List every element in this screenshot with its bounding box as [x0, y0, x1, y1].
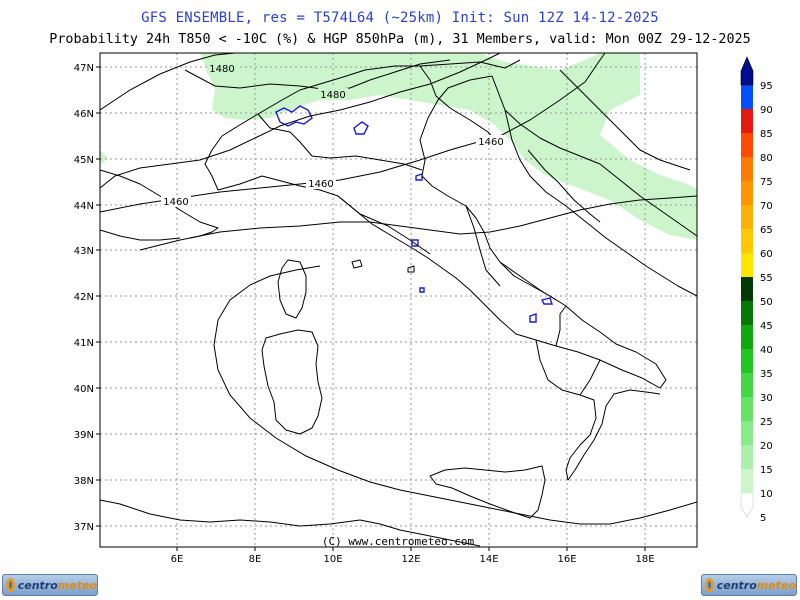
scale-label: 80: [760, 153, 773, 164]
latitude-labels: 47N 46N 45N 44N 43N 42N 41N 40N 39N 38N …: [74, 63, 94, 533]
lon-label: 10E: [323, 554, 342, 565]
globe-icon: [705, 578, 714, 592]
scale-label: 15: [760, 465, 773, 476]
scale-swatch: [741, 205, 753, 229]
scale-label: 55: [760, 273, 773, 284]
scale-swatch: [740, 56, 754, 86]
scale-label: 40: [760, 345, 773, 356]
centrometeo-logo-left[interactable]: centrometeo: [2, 574, 98, 596]
scale-label: 75: [760, 177, 773, 188]
scale-swatch: [741, 181, 753, 205]
scale-swatch: [741, 109, 753, 133]
probability-color-scale: 5 10 15 20 25 30 35 40 45 50 55 60 65 70 75 80 85 90 95: [740, 56, 773, 524]
lat-label: 38N: [74, 476, 94, 487]
contour-label: 1460: [478, 137, 503, 148]
scale-label: 90: [760, 105, 773, 116]
scale-swatch: [741, 253, 753, 277]
scale-label: 10: [760, 489, 773, 500]
scale-swatch: [741, 349, 753, 373]
map-frame: [99, 52, 698, 548]
scale-label: 60: [760, 249, 773, 260]
scale-swatch: [741, 277, 753, 301]
lat-label: 39N: [74, 430, 94, 441]
scale-swatch: [741, 157, 753, 181]
lon-label: 8E: [249, 554, 262, 565]
lat-label: 44N: [74, 201, 94, 212]
scale-swatch: [741, 229, 753, 253]
scale-label: 30: [760, 393, 773, 404]
lon-label: 12E: [401, 554, 420, 565]
scale-label: 20: [760, 441, 773, 452]
scale-swatch: [741, 301, 753, 325]
scale-swatch: [741, 421, 753, 445]
lat-label: 40N: [74, 384, 94, 395]
scale-label: 85: [760, 129, 773, 140]
scale-swatch: [741, 133, 753, 157]
logo-text: centrometeo: [17, 578, 97, 592]
map-background: [100, 53, 697, 547]
scale-label: 70: [760, 201, 773, 212]
scale-swatch: [741, 445, 753, 469]
centrometeo-logo-right[interactable]: centrometeo: [701, 574, 797, 596]
scale-swatch: [741, 325, 753, 349]
contour-label: 1480: [209, 64, 234, 75]
chart-title: GFS ENSEMBLE, res = T574L64 (~25km) Init…: [141, 10, 659, 26]
axis-ticks: [96, 66, 646, 551]
contour-label: 1460: [308, 179, 333, 190]
lon-label: 6E: [171, 554, 184, 565]
scale-label: 95: [760, 81, 773, 92]
scale-label: 25: [760, 417, 773, 428]
lat-label: 45N: [74, 155, 94, 166]
scale-label: 65: [760, 225, 773, 236]
scale-swatch: [740, 492, 754, 518]
lon-label: 14E: [479, 554, 498, 565]
geopotential-contours: [100, 53, 697, 525]
longitude-labels: 6E 8E 10E 12E 14E 16E 18E: [171, 554, 655, 565]
lat-lon-grid: [100, 53, 697, 547]
contour-label: 1460: [163, 197, 188, 208]
logo-text: centrometeo: [716, 578, 796, 592]
lat-label: 41N: [74, 338, 94, 349]
copyright-text: (C) www.centrometeo.com: [322, 535, 475, 548]
contour-value-labels: 1480 1480 1460 1460 1460: [161, 62, 506, 208]
coastlines-and-borders: [100, 59, 697, 547]
scale-swatch: [741, 85, 753, 109]
lat-label: 37N: [74, 522, 94, 533]
scale-label: 5: [760, 513, 766, 524]
lat-label: 43N: [74, 246, 94, 257]
scale-label: 45: [760, 321, 773, 332]
globe-icon: [6, 578, 15, 592]
scale-label: 35: [760, 369, 773, 380]
lon-label: 16E: [557, 554, 576, 565]
lat-label: 46N: [74, 109, 94, 120]
contour-label: 1480: [320, 90, 345, 101]
scale-swatch: [741, 469, 753, 493]
scale-swatch: [741, 397, 753, 421]
lon-label: 18E: [635, 554, 654, 565]
chart-subtitle: Probability 24h T850 < -10C (%) & HGP 85…: [49, 32, 751, 47]
scale-swatch: [741, 373, 753, 397]
scale-label: 50: [760, 297, 773, 308]
lat-label: 47N: [74, 63, 94, 74]
lat-label: 42N: [74, 292, 94, 303]
